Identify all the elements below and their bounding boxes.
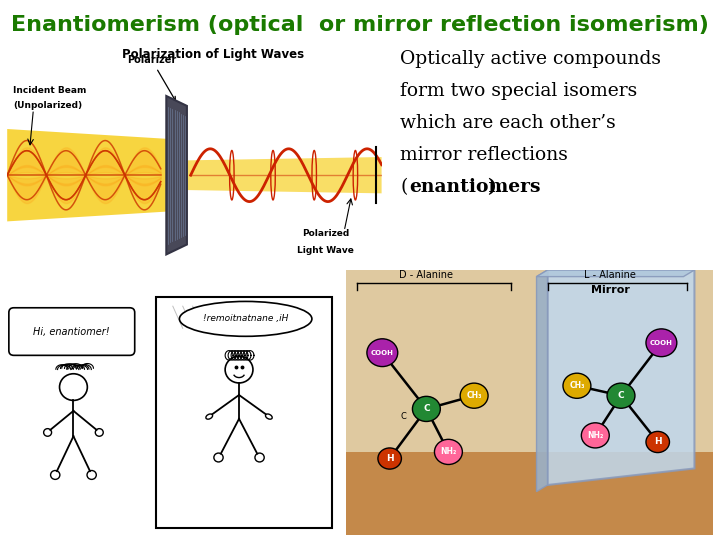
- Circle shape: [460, 383, 488, 408]
- Text: COOH: COOH: [650, 340, 672, 346]
- Text: (: (: [400, 178, 408, 196]
- Polygon shape: [166, 96, 187, 254]
- Circle shape: [646, 329, 677, 356]
- Polygon shape: [346, 270, 713, 452]
- FancyBboxPatch shape: [9, 308, 135, 355]
- Text: Polarizer: Polarizer: [127, 55, 176, 100]
- Text: !remoitnatnane ,iH: !remoitnatnane ,iH: [203, 314, 288, 323]
- Text: NH₂: NH₂: [587, 431, 603, 440]
- Circle shape: [378, 448, 402, 469]
- Text: COOH: COOH: [371, 350, 394, 356]
- Circle shape: [607, 383, 635, 408]
- Ellipse shape: [206, 414, 212, 419]
- Circle shape: [581, 423, 609, 448]
- FancyBboxPatch shape: [7, 281, 338, 535]
- Polygon shape: [536, 270, 547, 491]
- Text: CH₃: CH₃: [570, 381, 585, 390]
- Text: form two special isomers: form two special isomers: [400, 82, 637, 100]
- Text: H: H: [386, 454, 393, 463]
- Circle shape: [367, 339, 397, 367]
- Polygon shape: [346, 452, 713, 535]
- Ellipse shape: [179, 301, 312, 336]
- Text: Optically active compounds: Optically active compounds: [400, 50, 661, 68]
- Text: C: C: [400, 412, 407, 421]
- Circle shape: [646, 431, 670, 453]
- Circle shape: [434, 440, 462, 464]
- Text: CH₃: CH₃: [467, 391, 482, 400]
- Text: which are each other’s: which are each other’s: [400, 114, 616, 132]
- Text: C: C: [618, 391, 624, 400]
- Text: Polarization of Light Waves: Polarization of Light Waves: [122, 48, 304, 61]
- Text: Enantiomerism (optical  or mirror reflection isomerism): Enantiomerism (optical or mirror reflect…: [11, 15, 709, 35]
- Text: Polarized: Polarized: [302, 230, 349, 238]
- Text: ).: ).: [487, 178, 503, 196]
- Circle shape: [563, 373, 591, 399]
- Text: mirror reflections: mirror reflections: [400, 146, 568, 164]
- Text: H: H: [654, 437, 662, 447]
- Text: Mirror: Mirror: [590, 285, 629, 295]
- Polygon shape: [547, 270, 694, 485]
- Text: (Unpolarized): (Unpolarized): [13, 101, 82, 110]
- Text: Hi, enantiomer!: Hi, enantiomer!: [33, 327, 110, 336]
- Text: D - Alanine: D - Alanine: [400, 270, 454, 280]
- Text: enantiomers: enantiomers: [409, 178, 541, 196]
- Polygon shape: [536, 270, 694, 276]
- Polygon shape: [187, 157, 382, 193]
- Text: Light Wave: Light Wave: [297, 246, 354, 255]
- Ellipse shape: [266, 414, 272, 419]
- Circle shape: [413, 396, 441, 422]
- Text: C: C: [423, 404, 430, 414]
- Polygon shape: [156, 296, 332, 528]
- Text: L - Alanine: L - Alanine: [584, 270, 636, 280]
- Polygon shape: [7, 129, 168, 221]
- Text: Incident Beam: Incident Beam: [13, 86, 86, 95]
- Text: NH₂: NH₂: [440, 448, 456, 456]
